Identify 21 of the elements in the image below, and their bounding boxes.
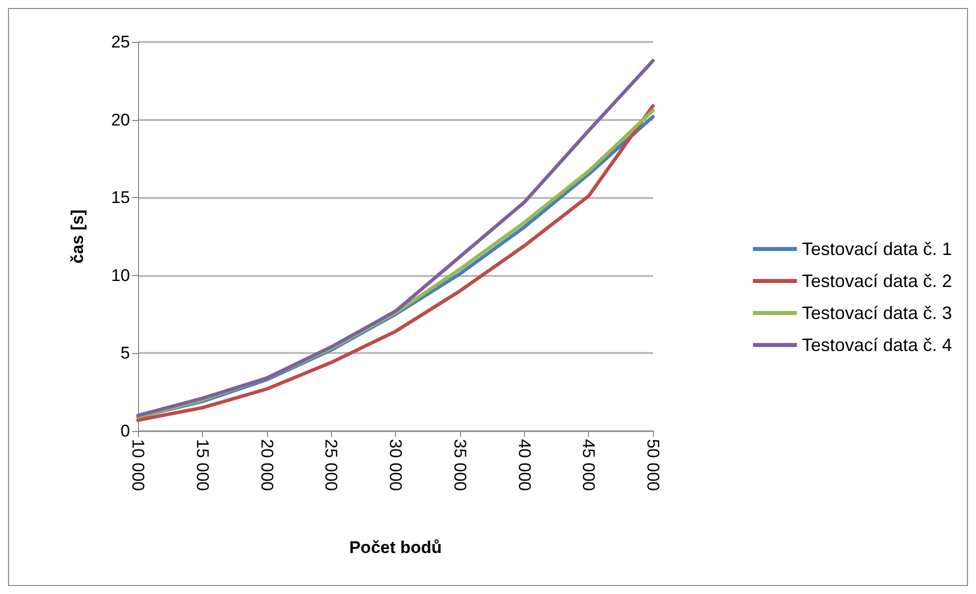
y-axis-title: čas [s] (68, 210, 87, 264)
legend-label: Testovací data č. 4 (802, 335, 952, 355)
y-tick-label: 25 (111, 32, 130, 52)
y-tick-label: 15 (111, 188, 130, 208)
x-tick-label: 10 000 (128, 439, 148, 491)
x-tick-label: 15 000 (192, 439, 212, 491)
x-tick-label: 20 000 (257, 439, 276, 491)
x-tick-label: 35 000 (450, 439, 470, 491)
x-tick-label: 30 000 (386, 439, 405, 491)
x-tick-label: 40 000 (514, 439, 534, 491)
x-tick-label: 45 000 (579, 439, 598, 491)
y-tick-label: 10 (111, 266, 130, 285)
y-tick-label: 0 (120, 422, 130, 440)
x-tick-label: 50 000 (644, 439, 662, 491)
legend-label: Testovací data č. 2 (802, 271, 952, 291)
legend-label: Testovací data č. 1 (802, 239, 952, 259)
x-tick-label: 25 000 (322, 439, 341, 491)
y-tick-label: 5 (120, 344, 130, 363)
legend-label: Testovací data č. 3 (802, 303, 952, 323)
y-tick-label: 20 (111, 110, 130, 130)
x-axis-title: Počet bodů (349, 538, 442, 557)
